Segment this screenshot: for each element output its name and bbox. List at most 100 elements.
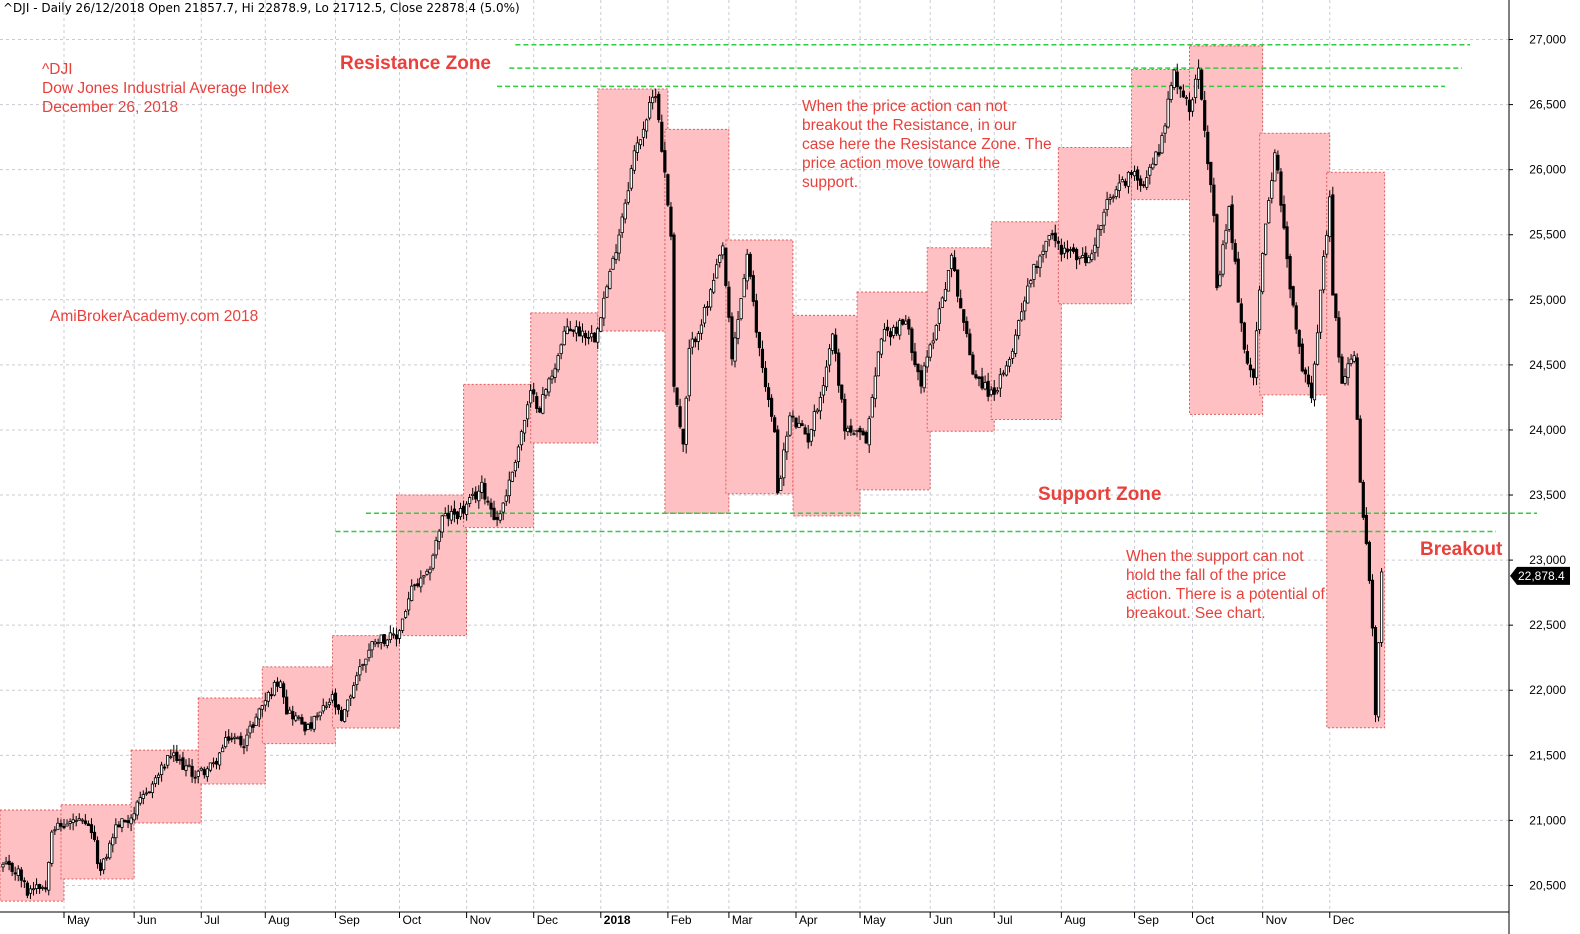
last-price-marker: 22,878.4 — [1510, 566, 1570, 585]
candle-body — [486, 500, 490, 503]
candle-body — [300, 717, 304, 725]
candle-body — [303, 721, 307, 732]
resistance-zone-label: Resistance Zone — [340, 53, 491, 74]
candle-body — [245, 734, 249, 746]
candle-body — [321, 705, 325, 712]
candle-body — [779, 478, 783, 491]
candle-body — [745, 253, 749, 282]
x-tick-label: Jun — [933, 913, 952, 927]
candle-body — [379, 634, 383, 643]
y-tick-label: 25,500 — [1529, 228, 1566, 242]
y-tick-label: 21,500 — [1529, 748, 1566, 762]
candle-body — [1294, 305, 1298, 330]
candle-body — [269, 694, 274, 697]
candle-body — [132, 813, 136, 821]
candle-body — [138, 797, 142, 804]
candle-body — [1218, 274, 1222, 287]
candle-body — [495, 516, 499, 520]
candle-body — [1322, 256, 1326, 291]
candle-body — [824, 366, 829, 388]
candle-body — [1187, 99, 1192, 113]
candle-body — [1312, 363, 1317, 401]
candle-body — [1264, 223, 1268, 255]
candle-body — [178, 759, 182, 762]
candle-body — [297, 716, 301, 719]
candle-body — [690, 338, 694, 348]
candle-body — [1010, 350, 1015, 359]
candle-body — [702, 306, 707, 324]
candle-body — [1340, 356, 1344, 384]
candle-body — [510, 471, 514, 482]
candle-body — [95, 840, 100, 865]
candle-body — [498, 513, 502, 521]
candle-body — [385, 639, 389, 646]
candle-body — [888, 331, 893, 338]
x-tick-label: Aug — [1064, 913, 1085, 927]
candle-body — [635, 142, 640, 153]
candle-body — [7, 860, 11, 865]
y-tick-label: 27,000 — [1529, 33, 1566, 47]
candle-body — [696, 333, 701, 342]
candle-body — [1221, 244, 1225, 275]
candle-body — [1337, 317, 1341, 358]
candle-body — [275, 681, 280, 687]
candle-body — [248, 725, 252, 734]
candle-body — [1230, 204, 1234, 244]
candle-body — [53, 829, 57, 832]
candle-body — [1117, 182, 1121, 191]
x-tick-label: Oct — [1196, 913, 1215, 927]
candle-body — [1032, 263, 1036, 280]
candle-body — [535, 396, 539, 409]
y-tick-label: 23,500 — [1529, 488, 1566, 502]
price-axis: 20,500 21,000 21,500 22,000 22,500 23,000 23,5… — [1509, 33, 1566, 892]
candle-body — [977, 376, 981, 379]
candle-body — [968, 333, 972, 356]
monthly-range-box — [331, 635, 400, 729]
candle-body — [440, 515, 444, 533]
candle-body — [419, 577, 423, 588]
candle-body — [1227, 206, 1231, 230]
candle-body — [565, 326, 569, 334]
candle-body — [352, 685, 356, 698]
candle-body — [660, 121, 664, 152]
candle-body — [568, 328, 572, 332]
candle-body — [1071, 247, 1076, 252]
candle-body — [712, 279, 716, 293]
candle-body — [861, 430, 865, 436]
x-tick-label: May — [67, 913, 90, 927]
candle-body — [815, 409, 819, 413]
candle-body — [1, 863, 5, 868]
candle-body — [10, 862, 14, 872]
monthly-range-box — [261, 666, 336, 745]
x-tick-label: Nov — [1266, 913, 1287, 927]
candle-body — [102, 858, 106, 871]
x-tick-label: Feb — [671, 913, 692, 927]
candle-body — [754, 300, 758, 333]
candle-body — [800, 423, 804, 427]
candle-body — [962, 309, 966, 323]
candle-body — [370, 641, 374, 651]
candle-body — [83, 820, 87, 824]
candle-body — [25, 882, 30, 896]
candle-body — [553, 368, 557, 378]
candle-body — [1007, 359, 1012, 367]
candle-body — [864, 432, 868, 444]
candle-body — [77, 818, 81, 821]
candle-body — [855, 430, 859, 432]
candle-body — [934, 325, 938, 340]
candle-body — [803, 427, 807, 435]
candle-body — [1145, 177, 1149, 188]
candle-body — [1148, 166, 1152, 176]
time-axis: May Jun Jul Aug Sep Oct Nov Dec 2018 Feb Mar Apr May… — [63, 912, 1354, 927]
resistance-note-line: case here the Resistance Zone. The — [802, 136, 1052, 153]
candle-body — [1139, 178, 1143, 186]
candle-body — [791, 415, 795, 418]
candle-body — [867, 418, 871, 446]
candle-body — [922, 365, 926, 389]
candle-body — [471, 493, 475, 496]
candle-body — [403, 611, 408, 618]
candle-body — [1190, 99, 1195, 112]
candle-body — [141, 794, 145, 799]
candle-body — [99, 862, 103, 871]
candle-body — [367, 649, 371, 659]
